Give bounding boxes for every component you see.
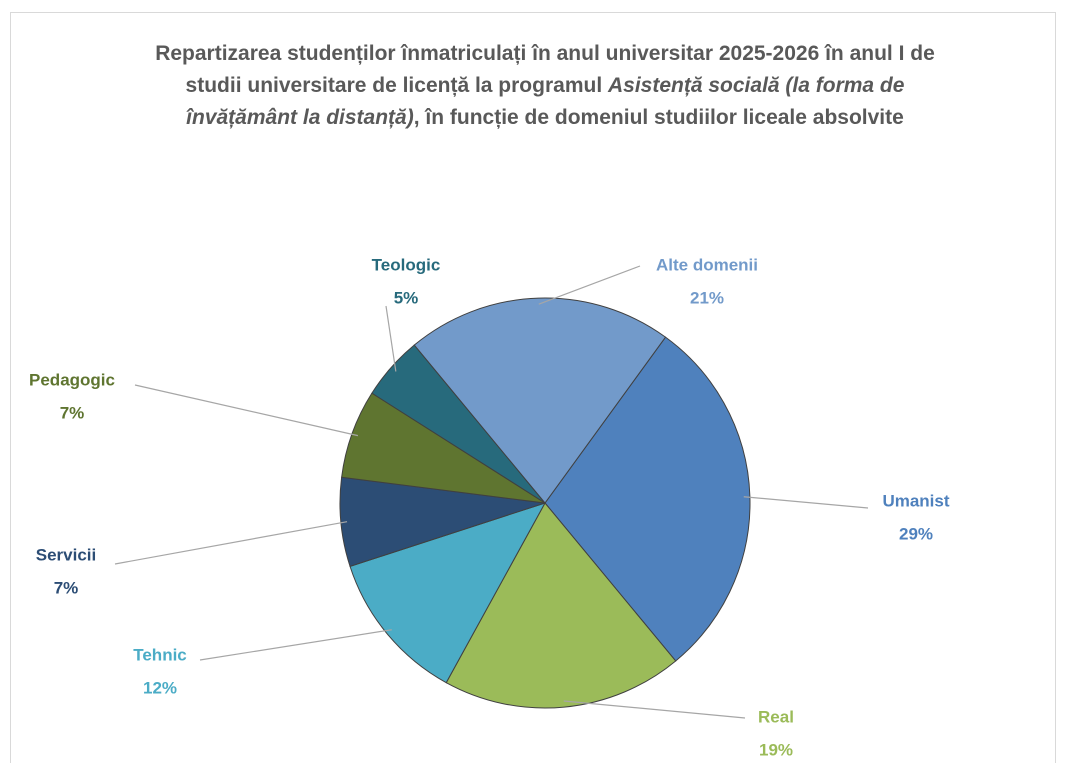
leader-line <box>385 305 397 372</box>
slice-value-label: 5% <box>394 288 419 307</box>
leader-line <box>114 521 348 565</box>
slice-label: Pedagogic <box>29 370 115 389</box>
leader-line <box>538 265 641 305</box>
slice-value-label: 21% <box>690 288 724 307</box>
pie-slice <box>445 502 677 709</box>
leader-line <box>743 496 869 509</box>
slice-label: Real <box>758 707 794 726</box>
slice-label: Alte domenii <box>656 255 758 274</box>
slice-label: Umanist <box>882 491 949 510</box>
slice-label: Teologic <box>372 255 441 274</box>
leader-line <box>134 384 359 437</box>
pie-slice <box>544 336 751 662</box>
slice-value-label: 19% <box>759 740 793 759</box>
slice-value-label: 7% <box>60 403 85 422</box>
slice-value-label: 7% <box>54 578 79 597</box>
title-part: , în funcție de domeniul studiilor licea… <box>413 106 904 129</box>
slice-label: Tehnic <box>133 645 187 664</box>
pie-slice <box>349 502 547 684</box>
chart-title: Repartizarea studenților înmatriculați î… <box>140 38 950 134</box>
slice-value-label: 12% <box>143 678 177 697</box>
title-part: Repartizarea studenților înmatriculați î… <box>155 42 935 97</box>
leader-line <box>563 700 746 719</box>
chart-border <box>10 12 1056 763</box>
slice-value-label: 29% <box>899 524 933 543</box>
pie-slice <box>413 297 667 504</box>
title-italic: Asistență socială (la forma de învățămân… <box>186 74 905 129</box>
leader-line <box>199 629 392 661</box>
slice-label: Servicii <box>36 545 97 564</box>
